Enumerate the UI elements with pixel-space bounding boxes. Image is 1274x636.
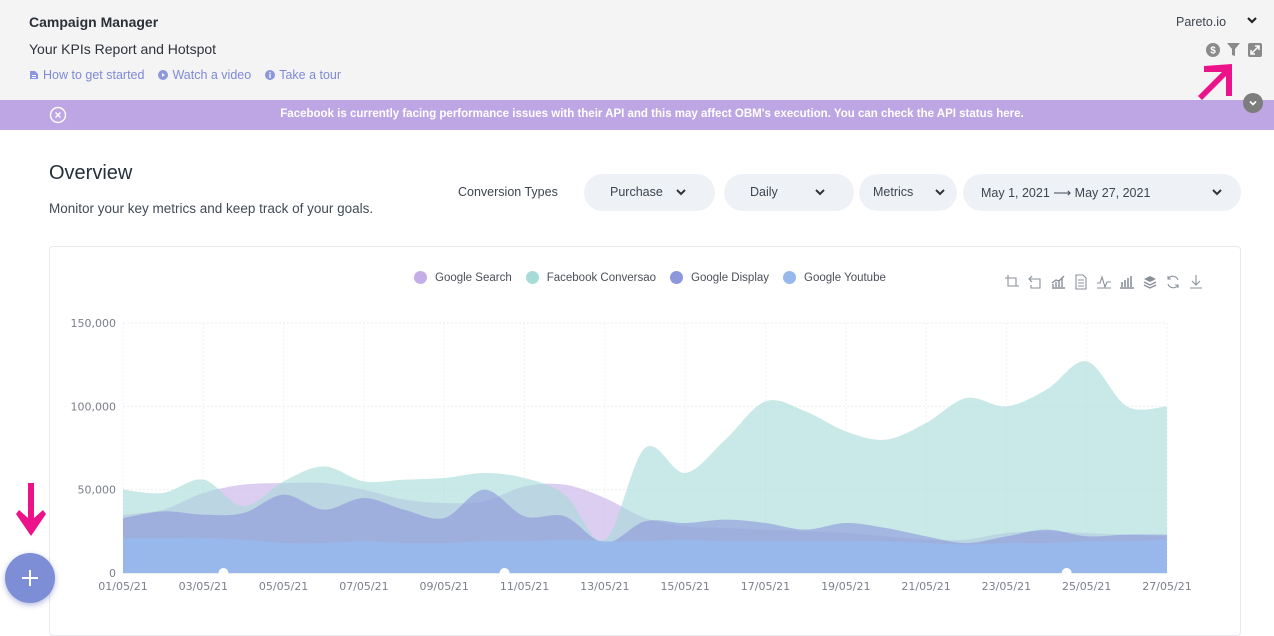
data-view-icon[interactable]: [1073, 274, 1089, 290]
legend-swatch: [414, 271, 427, 284]
download-icon[interactable]: [1188, 274, 1204, 290]
x-tick-label: 19/05/21: [821, 580, 870, 593]
baseline-marker: [499, 568, 510, 578]
x-tick-label: 23/05/21: [982, 580, 1031, 593]
legend-item-google-youtube[interactable]: Google Youtube: [783, 271, 886, 284]
watch-a-video-link[interactable]: Watch a video: [158, 68, 251, 82]
restore-icon[interactable]: [1165, 274, 1181, 290]
metrics-select[interactable]: Metrics: [859, 174, 957, 211]
annotation-down-arrow-icon: [16, 483, 46, 536]
chevron-down-icon: [935, 189, 945, 196]
top-header: [0, 0, 1274, 100]
link-label: Watch a video: [172, 68, 252, 82]
x-tick-label: 25/05/21: [1062, 580, 1111, 593]
chevron-down-icon: [676, 189, 686, 196]
take-a-tour-link[interactable]: Take a tour: [265, 68, 341, 82]
how-to-get-started-link[interactable]: How to get started: [29, 68, 144, 82]
banner-toggle-button[interactable]: [1243, 93, 1263, 113]
help-links: How to get started Watch a video Take a …: [29, 68, 341, 82]
play-icon: [158, 70, 169, 80]
document-icon: [30, 71, 38, 79]
plus-icon: [22, 570, 38, 586]
page-subtitle: Monitor your key metrics and keep track …: [49, 201, 374, 216]
header-icons: $: [1205, 42, 1262, 57]
baseline-marker: [218, 568, 229, 578]
legend-label: Google Display: [691, 271, 770, 284]
x-tick-label: 13/05/21: [580, 580, 629, 593]
x-tick-label: 03/05/21: [179, 580, 228, 593]
expand-icon[interactable]: [1247, 42, 1262, 57]
legend-swatch: [670, 271, 684, 284]
select-value: Metrics: [873, 185, 914, 199]
annotation-arrow-icon: [1198, 64, 1232, 100]
x-tick-label: 15/05/21: [660, 580, 709, 593]
legend-label: Facebook Conversao: [546, 271, 657, 284]
area-google-youtube: [123, 537, 1167, 573]
info-icon: [265, 70, 276, 80]
select-value: Daily: [750, 185, 778, 199]
legend-item-google-search[interactable]: Google Search: [414, 271, 512, 284]
y-tick-label: 150,000: [71, 317, 117, 330]
app-subtitle: Your KPIs Report and Hotspot: [29, 41, 217, 57]
chevron-down-icon: [815, 189, 825, 196]
add-button[interactable]: [5, 553, 55, 603]
legend-item-google-display[interactable]: Google Display: [670, 271, 769, 284]
svg-text:$: $: [1210, 45, 1216, 56]
funnel-icon[interactable]: [1226, 42, 1241, 57]
legend-swatch: [525, 271, 539, 284]
conversion-type-select[interactable]: Purchase: [584, 174, 715, 211]
stack-icon[interactable]: [1142, 274, 1158, 290]
area-chart: 0 50,000 100,000 150,000 01/05/21 03/05/21 05/…: [71, 317, 1192, 593]
chevron-down-icon: [1212, 189, 1222, 196]
chevron-down-icon: [1249, 100, 1257, 106]
y-tick-label: 100,000: [71, 400, 117, 413]
link-label: How to get started: [43, 68, 145, 82]
close-icon[interactable]: [49, 106, 67, 124]
line-chart-icon[interactable]: [1096, 274, 1112, 290]
x-tick-label: 27/05/21: [1142, 580, 1191, 593]
zoom-reset-icon[interactable]: [1027, 274, 1043, 290]
zoom-icon[interactable]: [1004, 274, 1020, 290]
alert-banner: [0, 100, 1274, 130]
chevron-down-icon[interactable]: [1245, 13, 1259, 27]
granularity-select[interactable]: Daily: [724, 174, 854, 211]
chart-toolbox: [1004, 274, 1204, 290]
legend-swatch: [783, 271, 797, 284]
select-value: Purchase: [610, 185, 663, 199]
x-tick-label: 07/05/21: [339, 580, 388, 593]
page-title: Overview: [49, 162, 133, 184]
x-tick-label: 17/05/21: [741, 580, 790, 593]
legend-item-facebook-conversao[interactable]: Facebook Conversao: [525, 271, 657, 284]
baseline-marker: [1061, 568, 1072, 578]
link-label: Take a tour: [279, 68, 342, 82]
line-bar-icon[interactable]: [1050, 274, 1066, 290]
x-tick-label: 01/05/21: [98, 580, 147, 593]
legend-label: Google Search: [435, 271, 512, 284]
chart-legend: Google Search Facebook Conversao Google …: [414, 271, 886, 284]
legend-label: Google Youtube: [804, 271, 886, 284]
conversion-types-label: Conversion Types: [458, 185, 558, 199]
date-range-select[interactable]: May 1, 2021 ⟶ May 27, 2021: [963, 174, 1241, 211]
app-title: Campaign Manager: [29, 14, 159, 30]
bar-chart-icon[interactable]: [1119, 274, 1135, 290]
x-tick-label: 09/05/21: [420, 580, 469, 593]
y-tick-label: 0: [109, 567, 116, 580]
dollar-icon[interactable]: $: [1205, 42, 1220, 57]
org-selector[interactable]: Pareto.io: [1176, 15, 1227, 29]
banner-message[interactable]: Facebook is currently facing performance…: [280, 108, 1024, 120]
x-tick-label: 21/05/21: [901, 580, 950, 593]
x-tick-label: 05/05/21: [259, 580, 308, 593]
x-tick-label: 11/05/21: [500, 580, 549, 593]
select-value: May 1, 2021 ⟶ May 27, 2021: [981, 186, 1151, 200]
y-tick-label: 50,000: [78, 484, 117, 497]
